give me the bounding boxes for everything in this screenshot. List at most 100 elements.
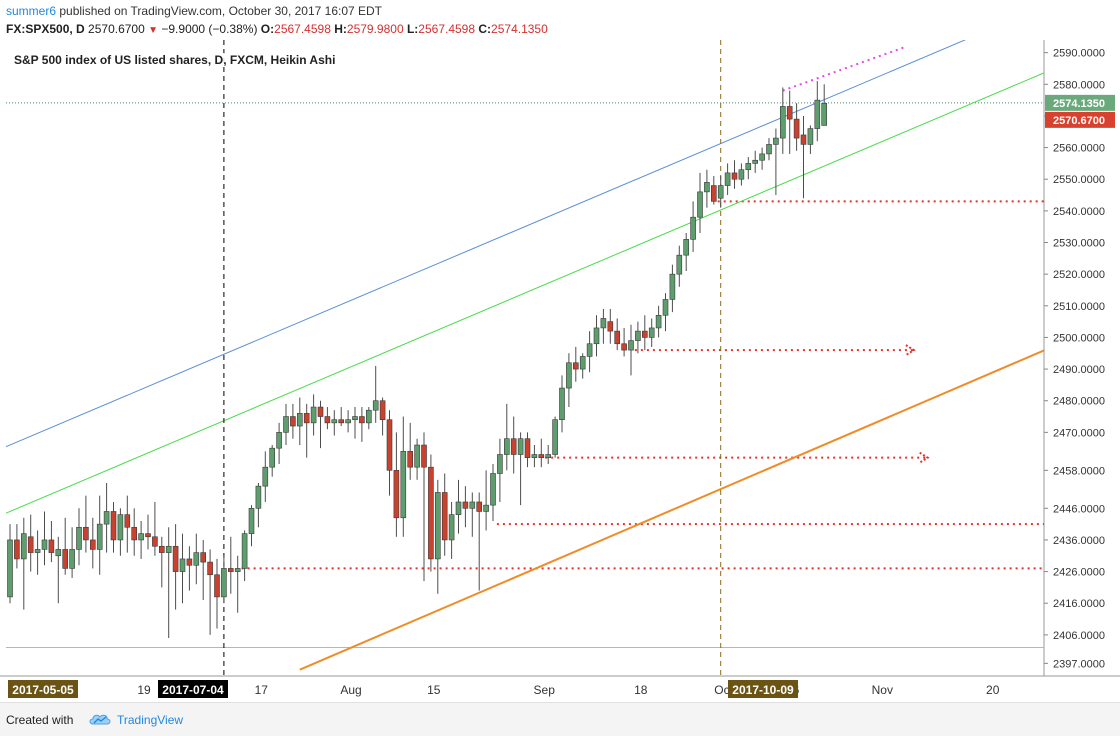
candle-body[interactable] [331, 419, 338, 424]
magenta-trend-line[interactable] [782, 45, 908, 92]
candle-body[interactable] [303, 413, 310, 424]
candle-body[interactable] [759, 153, 765, 161]
candle-body[interactable] [800, 134, 807, 145]
candle-body[interactable] [786, 106, 793, 120]
green-trend-line[interactable] [5, 72, 1045, 514]
candle-body[interactable] [131, 526, 137, 541]
candle-body[interactable] [766, 144, 772, 155]
candle-body[interactable] [614, 330, 621, 345]
candle-body[interactable] [814, 99, 821, 129]
blue-trend-line[interactable] [5, 40, 1044, 448]
candle-body[interactable] [476, 501, 483, 512]
candle-body[interactable] [669, 273, 676, 300]
candle-body[interactable] [255, 485, 262, 509]
candle-body[interactable] [241, 533, 248, 569]
candle-body[interactable] [103, 511, 110, 525]
candle-body[interactable] [428, 466, 434, 560]
candle-body[interactable] [76, 526, 82, 550]
candle-body[interactable] [483, 504, 489, 512]
candle-body[interactable] [628, 340, 634, 351]
candle-body[interactable] [600, 318, 607, 329]
candle-body[interactable] [7, 539, 13, 598]
candle-body[interactable] [124, 514, 131, 528]
candle-body[interactable] [365, 409, 372, 424]
candle-body[interactable] [745, 163, 752, 171]
candle-body[interactable] [545, 454, 552, 458]
candle-body[interactable] [69, 549, 75, 569]
symbol-label[interactable]: FX:SPX500, D [6, 22, 85, 36]
candle-body[interactable] [352, 416, 358, 421]
author-link[interactable]: summer6 [6, 4, 57, 18]
candle-body[interactable] [62, 549, 69, 569]
candle-body[interactable] [538, 454, 545, 458]
candle-body[interactable] [469, 501, 476, 509]
candle-body[interactable] [448, 514, 455, 541]
candle-body[interactable] [269, 447, 276, 468]
candle-body[interactable] [704, 182, 710, 193]
candle-body[interactable] [234, 568, 241, 572]
candle-body[interactable] [724, 172, 731, 186]
candle-body[interactable] [96, 523, 103, 550]
candle-body[interactable] [310, 406, 317, 424]
candle-body[interactable] [221, 568, 227, 598]
candle-body[interactable] [683, 239, 690, 256]
candle-body[interactable] [27, 536, 34, 553]
candle-body[interactable] [641, 330, 648, 338]
candle-body[interactable] [552, 419, 558, 455]
orange-trend-line[interactable] [299, 349, 1045, 671]
candle-body[interactable] [372, 400, 379, 411]
candle-body[interactable] [200, 552, 206, 563]
candle-body[interactable] [34, 549, 41, 553]
candle-body[interactable] [655, 314, 662, 329]
candle-body[interactable] [593, 327, 600, 345]
candle-body[interactable] [807, 128, 814, 145]
candle-body[interactable] [607, 321, 614, 332]
candle-body[interactable] [566, 362, 572, 389]
candle-body[interactable] [676, 254, 683, 275]
candle-body[interactable] [510, 438, 517, 455]
cloud-logo-icon[interactable] [88, 712, 112, 726]
candle-body[interactable] [503, 438, 510, 455]
candle-body[interactable] [434, 492, 441, 560]
candle-body[interactable] [214, 574, 220, 598]
candle-body[interactable] [697, 191, 703, 218]
candle-body[interactable] [324, 416, 331, 424]
candle-body[interactable] [276, 432, 282, 449]
candle-body[interactable] [179, 558, 186, 572]
candle-body[interactable] [752, 159, 759, 164]
candle-body[interactable] [83, 526, 89, 541]
candle-body[interactable] [165, 545, 172, 553]
candle-body[interactable] [572, 362, 579, 370]
candle-body[interactable] [579, 356, 586, 370]
candle-body[interactable] [793, 118, 800, 139]
candle-body[interactable] [497, 454, 503, 474]
candle-body[interactable] [779, 106, 786, 139]
candle-body[interactable] [145, 533, 151, 538]
candle-body[interactable] [338, 419, 345, 424]
candle-body[interactable] [414, 444, 420, 468]
candle-body[interactable] [662, 299, 669, 316]
candle-body[interactable] [462, 501, 469, 509]
candle-body[interactable] [55, 549, 62, 557]
candle-body[interactable] [172, 545, 179, 572]
candle-body[interactable] [262, 466, 269, 487]
candle-body[interactable] [152, 536, 158, 547]
candle-body[interactable] [690, 216, 696, 240]
candle-body[interactable] [407, 451, 414, 468]
candle-body[interactable] [296, 413, 303, 427]
candle-body[interactable] [41, 539, 48, 550]
candle-body[interactable] [248, 507, 255, 534]
candle-body[interactable] [359, 416, 365, 424]
candle-body[interactable] [386, 419, 393, 471]
candle-body[interactable] [379, 400, 386, 421]
candle-body[interactable] [738, 169, 745, 180]
candle-body[interactable] [14, 539, 20, 560]
candle-body[interactable] [531, 454, 538, 458]
candle-body[interactable] [317, 406, 324, 417]
candle-body[interactable] [717, 185, 724, 199]
candle-body[interactable] [290, 416, 296, 427]
candle-body[interactable] [138, 533, 144, 541]
price-chart[interactable]: 2397.0000 2406.0000 2416.0000 2426.0000 2436… [0, 40, 1120, 702]
candle-body[interactable] [207, 561, 213, 576]
tradingview-link[interactable]: TradingView [117, 713, 184, 727]
